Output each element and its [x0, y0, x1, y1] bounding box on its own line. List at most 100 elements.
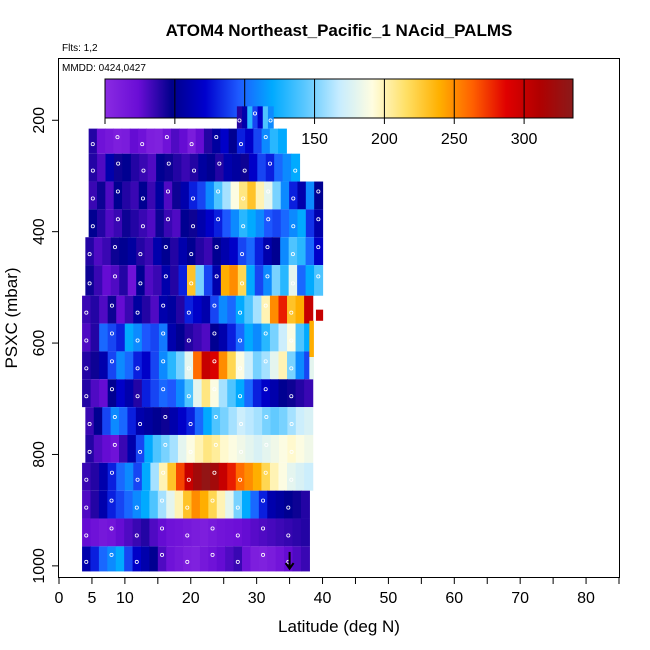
band-cell	[258, 490, 268, 519]
band-cell	[257, 153, 267, 182]
band-cell	[119, 407, 129, 435]
band-cell	[227, 462, 237, 491]
band-cell	[201, 295, 211, 324]
band-cell	[215, 153, 225, 182]
band-cell	[163, 209, 173, 238]
x-tick-label: 50	[380, 590, 398, 607]
band-cell	[261, 351, 271, 380]
band-cell	[253, 407, 263, 435]
sample-marker	[289, 338, 294, 343]
sample-marker	[161, 359, 166, 364]
band-cell	[197, 181, 207, 210]
sample-marker	[189, 252, 194, 257]
band-cell	[199, 546, 209, 572]
band-cell	[227, 323, 237, 352]
band-cell	[154, 128, 164, 154]
band-cell	[183, 490, 193, 519]
band-cell	[107, 295, 117, 324]
band-cell	[161, 434, 171, 463]
band-cell	[140, 490, 151, 519]
band-cell	[99, 323, 109, 352]
band-cell	[252, 351, 262, 380]
band-cell	[297, 265, 307, 296]
band-cell	[282, 153, 292, 182]
band-cell	[236, 434, 246, 463]
band-cell	[300, 546, 310, 572]
band-cell	[107, 518, 117, 547]
band-cell	[233, 518, 243, 547]
band-cell	[186, 407, 196, 435]
band	[82, 379, 314, 408]
band-cell	[278, 295, 288, 324]
band-cell	[240, 153, 250, 182]
y-tick-label: 600	[31, 330, 48, 357]
sample-marker	[109, 498, 114, 503]
sample-marker	[186, 394, 191, 399]
band-cell	[193, 351, 203, 380]
band-cell	[82, 323, 92, 352]
band-cell	[288, 237, 298, 266]
band-cell	[130, 181, 140, 210]
band-cell	[270, 407, 280, 435]
sample-marker	[235, 533, 240, 538]
sample-marker	[90, 168, 95, 173]
sample-marker	[289, 394, 294, 399]
sample-marker	[189, 142, 194, 147]
band-cell	[135, 434, 145, 463]
band-cell	[172, 181, 182, 210]
sample-marker	[166, 161, 171, 166]
band-cell	[239, 181, 248, 210]
band-cell	[174, 490, 184, 519]
sample-marker	[261, 498, 266, 503]
band-cell	[115, 490, 125, 519]
sample-marker	[163, 245, 168, 250]
band-cell	[201, 323, 211, 352]
band-cell	[261, 128, 271, 154]
band	[88, 153, 301, 182]
band-cell	[158, 295, 169, 324]
x-axis: 0 5 10 20 30 40 50 60 70 80	[55, 577, 620, 607]
band-cell	[124, 490, 134, 519]
band-cell	[314, 209, 324, 238]
sample-marker	[210, 526, 215, 531]
band-cell	[107, 462, 117, 491]
band-cell	[96, 128, 106, 154]
band-cell	[88, 153, 98, 182]
sample-marker	[84, 559, 89, 564]
band-cell	[90, 379, 100, 408]
band-cell	[141, 323, 151, 352]
band-cell	[278, 128, 287, 154]
band-cell	[218, 379, 228, 408]
colorbar-tick-label: 150	[301, 131, 328, 148]
band-cell	[309, 356, 314, 380]
y-tick-label: 1000	[31, 548, 48, 584]
band-cell	[227, 295, 237, 324]
band-cell	[223, 153, 233, 182]
band-cell	[174, 518, 184, 547]
band-cell	[271, 237, 281, 266]
sample-marker	[138, 281, 143, 286]
sample-marker	[185, 559, 190, 564]
band-cell	[253, 128, 263, 154]
band-cell	[212, 128, 222, 154]
band-cell	[198, 153, 208, 182]
band-cell	[292, 546, 302, 572]
band-cell	[178, 237, 188, 266]
band-cell	[254, 265, 264, 296]
band-cell	[105, 128, 114, 154]
band-cell	[252, 295, 262, 324]
sample-marker	[134, 505, 139, 510]
band-cell	[157, 490, 167, 519]
band-cell	[295, 295, 305, 324]
sample-marker	[109, 526, 114, 531]
band-cell	[274, 153, 284, 182]
band-cell	[212, 237, 222, 266]
sample-marker	[115, 217, 120, 222]
band-cell	[171, 128, 180, 154]
band-cell	[183, 546, 193, 572]
band-cell	[245, 434, 255, 463]
sample-marker	[265, 245, 270, 250]
band-cell	[244, 323, 254, 352]
band-cell	[166, 518, 176, 547]
y-axis: 200 400 600 800 1000	[31, 107, 59, 584]
